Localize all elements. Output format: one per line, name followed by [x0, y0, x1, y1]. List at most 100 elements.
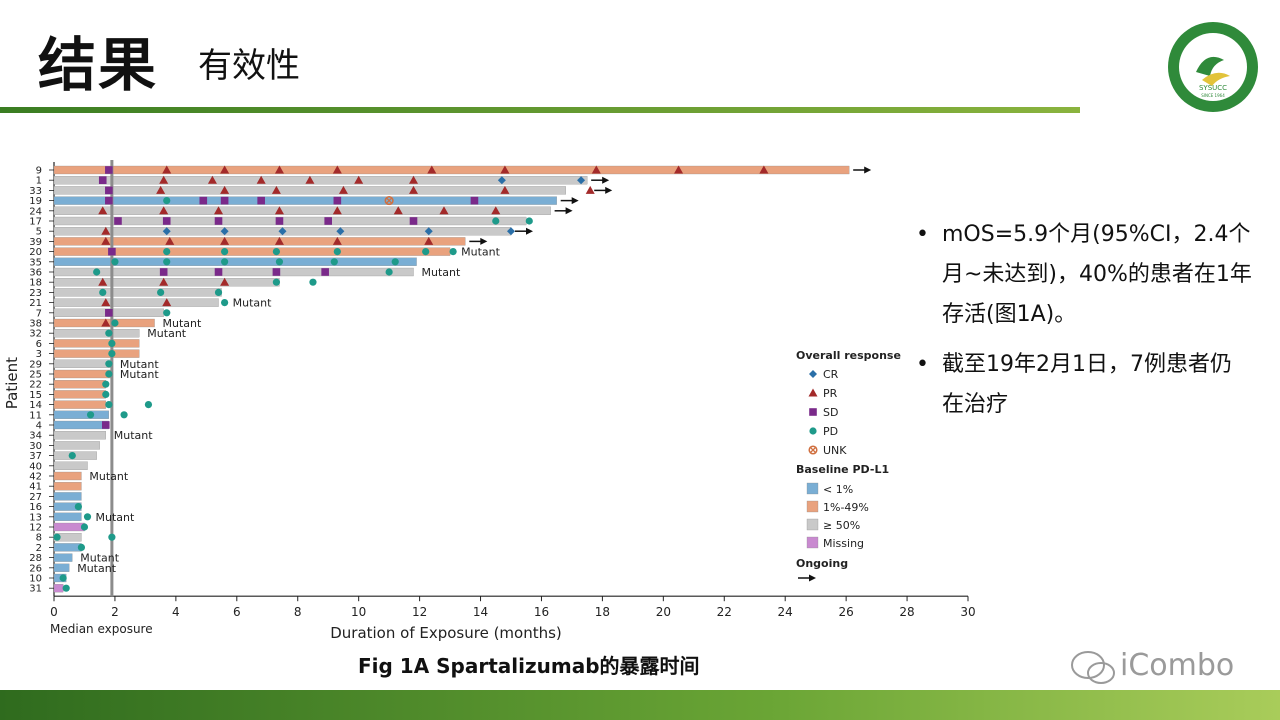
patient-bar — [53, 512, 82, 521]
ongoing-arrow-head — [571, 197, 579, 205]
patient-bar — [53, 543, 82, 552]
response-marker-pd — [275, 258, 284, 266]
patient-bar — [53, 563, 70, 572]
patient-id-label: 27 — [29, 492, 42, 503]
response-marker-pd — [105, 401, 113, 409]
response-marker-sd — [101, 421, 110, 429]
response-marker-sd — [272, 268, 281, 276]
response-marker-pr — [220, 185, 230, 194]
bullet-text: 截至19年2月1日，7例患者仍在治疗 — [942, 352, 1232, 417]
bullet-item: • mOS=5.9个月(95%CI，2.4个月~未达到)，40%的患者在1年存活… — [912, 215, 1252, 335]
response-marker-sd — [333, 196, 342, 205]
mutant-label: Mutant — [96, 511, 135, 524]
mutant-label: Mutant — [80, 552, 119, 565]
patient-id-label: 18 — [29, 278, 42, 289]
patient-id-label: 17 — [29, 217, 42, 228]
response-marker-pr — [332, 206, 342, 215]
patient-bar — [53, 237, 466, 246]
response-marker-cr — [162, 227, 171, 236]
patient-id-label: 30 — [29, 441, 42, 452]
legend-marker-cr — [809, 370, 817, 378]
x-axis-title: Duration of Exposure (months) — [330, 624, 562, 642]
response-marker-pd — [272, 278, 281, 286]
patient-id-label: 20 — [29, 247, 42, 258]
response-marker-sd — [199, 196, 208, 205]
response-marker-pd — [86, 411, 95, 419]
patient-id-label: 25 — [29, 370, 42, 381]
patient-id-label: 13 — [29, 512, 42, 523]
watermark: iCombo — [1120, 648, 1234, 683]
response-marker-pd — [333, 248, 341, 256]
patient-bar — [53, 267, 414, 277]
patient-bar — [53, 431, 106, 440]
patient-id-label: 24 — [29, 206, 42, 217]
response-marker-pd — [163, 197, 171, 205]
response-marker-pd — [330, 258, 338, 266]
response-marker-pr — [256, 175, 266, 184]
response-marker-cr — [507, 227, 515, 236]
patient-bar — [53, 165, 850, 175]
patient-id-label: 32 — [29, 329, 42, 340]
patient-bar — [53, 288, 222, 297]
response-marker-pd — [214, 288, 223, 296]
bottom-band — [0, 690, 1280, 720]
patient-id-label: 38 — [29, 319, 42, 330]
patient-id-label: 29 — [29, 359, 42, 370]
mutant-label: Mutant — [422, 266, 461, 279]
patient-id-label: 16 — [29, 502, 42, 513]
response-marker-pd — [105, 329, 113, 337]
x-tick-label: 26 — [838, 605, 853, 619]
patient-id-label: 31 — [29, 584, 42, 595]
patient-id-label: 7 — [36, 308, 42, 319]
patient-bar — [53, 461, 88, 470]
response-marker-pd — [525, 217, 533, 225]
response-marker-pd — [108, 350, 116, 358]
patient-bar — [53, 359, 113, 368]
response-marker-pr — [159, 175, 169, 184]
response-marker-pd — [120, 411, 128, 419]
patient-bar — [53, 553, 73, 562]
response-marker-pr — [439, 206, 449, 215]
patient-id-label: 6 — [36, 339, 42, 350]
response-marker-pd — [385, 268, 393, 276]
response-marker-sd — [108, 247, 116, 256]
watermark-text: iCombo — [1120, 648, 1235, 683]
x-tick-label: 14 — [473, 605, 488, 619]
patient-id-label: 19 — [29, 196, 42, 207]
mutant-label: Mutant — [120, 368, 159, 381]
x-tick-label: 16 — [534, 605, 549, 619]
response-marker-pr — [98, 277, 108, 286]
bullet-dot: • — [916, 222, 929, 247]
patient-bar — [53, 176, 588, 185]
response-marker-pd — [68, 452, 76, 460]
x-tick-label: 20 — [656, 605, 671, 619]
patient-id-label: 1 — [36, 176, 42, 187]
response-marker-sd — [214, 217, 223, 225]
x-tick-label: 18 — [595, 605, 610, 619]
response-marker-pr — [101, 236, 111, 245]
response-marker-pd — [391, 258, 399, 266]
response-marker-pd — [111, 319, 119, 327]
mutant-label: Mutant — [461, 246, 500, 259]
patient-bar — [53, 329, 140, 338]
patient-id-label: 26 — [29, 563, 42, 574]
legend-ongoing-title: Ongoing — [796, 557, 848, 570]
response-marker-pd — [221, 248, 229, 256]
response-marker-sd — [105, 309, 113, 317]
patient-id-label: 10 — [29, 574, 42, 585]
patient-id-label: 34 — [29, 431, 42, 442]
response-marker-sd — [98, 176, 107, 184]
mutant-label: Mutant — [89, 470, 128, 483]
response-marker-pd — [59, 574, 67, 582]
patient-id-label: 15 — [29, 390, 42, 401]
response-marker-pd — [105, 360, 113, 368]
x-tick-label: 8 — [294, 605, 302, 619]
response-marker-pd — [272, 248, 281, 256]
response-marker-sd — [220, 196, 229, 205]
response-marker-unk-cross — [386, 197, 393, 204]
patient-bar — [53, 482, 82, 491]
bullet-list: • mOS=5.9个月(95%CI，2.4个月~未达到)，40%的患者在1年存活… — [912, 215, 1252, 435]
response-marker-pd — [93, 268, 101, 276]
response-marker-pr — [101, 298, 111, 307]
response-marker-pr — [332, 236, 342, 245]
